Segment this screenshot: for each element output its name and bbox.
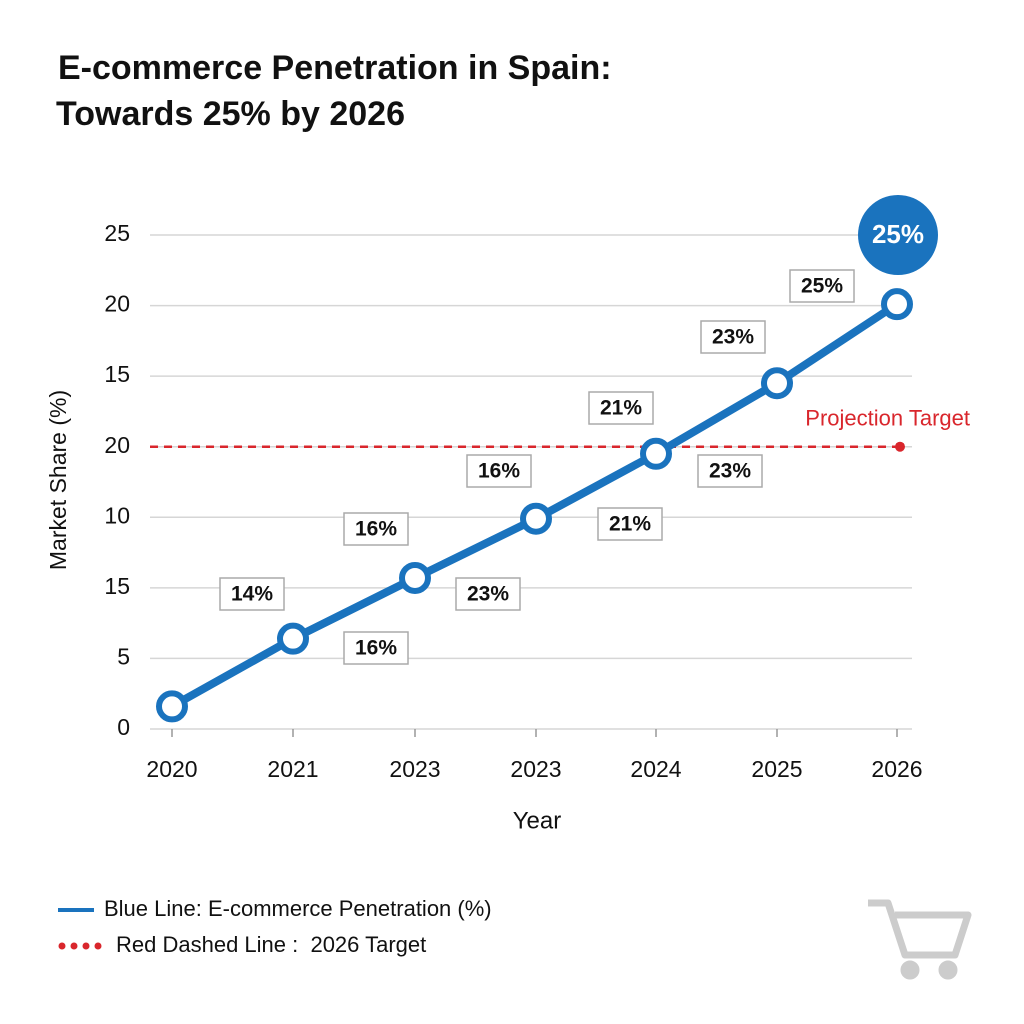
data-point: [640, 437, 672, 470]
x-tick-label: 2024: [630, 756, 681, 782]
y-tick-label: 5: [117, 644, 130, 670]
annotation: 16%: [355, 518, 397, 541]
annotation-box: [455, 577, 521, 611]
chart-title: Towards 25% by 2026: [56, 95, 405, 133]
annotation-box: [789, 269, 855, 303]
y-tick-label: 25: [104, 220, 130, 246]
target-label: Projection Target: [805, 406, 970, 431]
x-tick-label: 2023: [389, 756, 440, 782]
annotation-box: [597, 507, 663, 541]
x-tick-label: 2021: [267, 756, 318, 782]
y-tick-label: 10: [104, 502, 130, 528]
legend-swatch: [70, 942, 78, 950]
x-tick-label: 2020: [146, 756, 197, 782]
highlight-label: 25%: [872, 219, 924, 249]
annotation-box: [219, 577, 285, 611]
target-point: [895, 441, 905, 452]
annotation: 21%: [600, 397, 642, 420]
y-tick-label: 15: [104, 361, 130, 387]
legend-swatch: [82, 942, 90, 950]
data-point: [761, 367, 793, 400]
legend-swatch: [94, 942, 102, 950]
legend-label: Blue Line: E-commerce Penetration (%): [104, 896, 492, 921]
annotation-box: [343, 512, 409, 546]
annotation: 21%: [609, 513, 651, 536]
data-point: [277, 622, 309, 655]
annotation: 16%: [355, 637, 397, 660]
cart-icon: [868, 899, 972, 980]
highlight-badge: [858, 195, 938, 275]
data-point: [881, 288, 913, 321]
annotation-box: [700, 320, 766, 354]
annotation-box: [697, 454, 763, 488]
data-point: [399, 561, 431, 594]
annotation: 16%: [478, 460, 520, 483]
y-tick-label: 20: [104, 432, 130, 458]
x-tick-label: 2025: [751, 756, 802, 782]
y-tick-label: 0: [117, 714, 130, 740]
annotation-box: [466, 454, 532, 488]
annotation: 14%: [231, 583, 273, 606]
annotation-box: [588, 391, 654, 425]
annotation: 25%: [801, 275, 843, 298]
x-tick-label: 2026: [871, 756, 922, 782]
legend-label: Red Dashed Line : 2026 Target: [116, 932, 426, 957]
annotation-box: [343, 631, 409, 665]
y-tick-label: 20: [104, 291, 130, 317]
x-axis-label: Year: [513, 807, 562, 834]
x-tick-label: 2023: [510, 756, 561, 782]
annotation: 23%: [467, 583, 509, 606]
y-tick-label: 15: [104, 573, 130, 599]
data-point: [156, 690, 188, 723]
annotation: 23%: [709, 460, 751, 483]
chart-title: E-commerce Penetration in Spain:: [58, 49, 612, 87]
annotation: 23%: [712, 326, 754, 349]
y-axis-label: Market Share (%): [45, 390, 71, 570]
data-point: [520, 502, 552, 535]
legend-swatch: [58, 942, 66, 950]
